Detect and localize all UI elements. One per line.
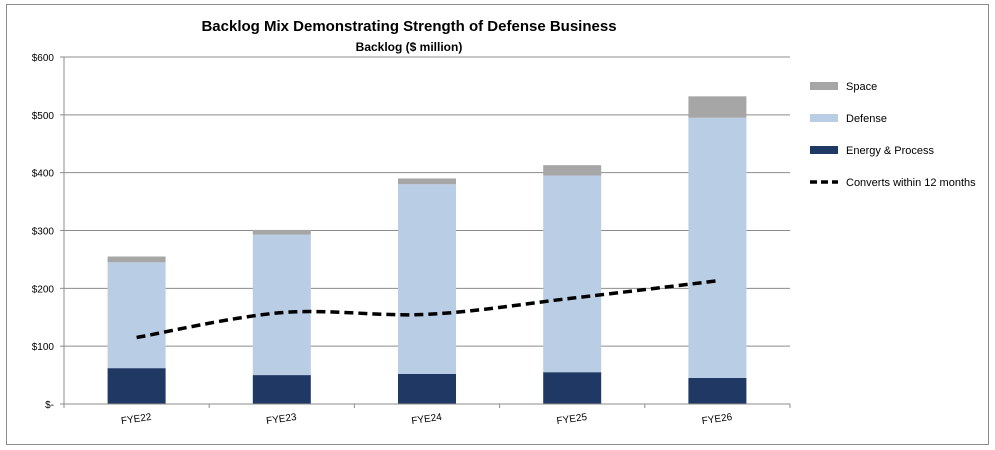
- bar-space: [543, 165, 602, 176]
- bar-energy-process: [398, 373, 456, 404]
- legend: Space Defense Energy & Process Converts wit…: [810, 81, 976, 189]
- bar-energy-process: [543, 372, 602, 404]
- legend-swatch-defense: [810, 114, 838, 122]
- x-tick-label: FYE25: [556, 412, 588, 427]
- bar-defense: [688, 117, 747, 378]
- y-tick-label: $-: [45, 400, 54, 411]
- bars: [107, 96, 747, 404]
- x-tick-label: FYE22: [120, 412, 152, 427]
- bar-energy-process: [688, 377, 747, 404]
- axes: $- $100 $200 $300 $400 $500 $600 FYE22 FYE23 FYE2…: [32, 53, 791, 427]
- y-tick-label: $500: [32, 111, 55, 122]
- legend-swatch-space: [810, 82, 838, 90]
- chart-title: Backlog Mix Demonstrating Strength of De…: [201, 18, 616, 35]
- bar-space: [252, 229, 311, 235]
- bar-defense: [107, 262, 166, 369]
- y-tick-label: $600: [32, 53, 55, 64]
- x-tick-label: FYE26: [701, 412, 733, 427]
- y-tick-label: $100: [32, 342, 55, 353]
- legend-label-space: Space: [846, 81, 877, 93]
- bar-defense: [543, 175, 602, 373]
- chart-frame: [6, 4, 989, 445]
- bar-space: [398, 178, 456, 185]
- y-tick-label: $200: [32, 284, 55, 295]
- bar-energy-process: [107, 368, 166, 404]
- legend-label-defense: Defense: [846, 113, 887, 125]
- legend-swatch-energy-process: [810, 146, 838, 154]
- x-tick-label: FYE23: [266, 412, 298, 427]
- bar-defense: [398, 184, 456, 374]
- bar-space: [688, 96, 747, 118]
- legend-label-energy-process: Energy & Process: [846, 145, 935, 157]
- bar-space: [107, 256, 166, 263]
- chart-subtitle: Backlog ($ million): [356, 40, 463, 54]
- bar-energy-process: [252, 375, 311, 404]
- bar-defense: [252, 234, 311, 376]
- y-tick-label: $400: [32, 169, 55, 180]
- y-tick-label: $300: [32, 227, 55, 238]
- legend-label-converts-within-12-months: Converts within 12 months: [846, 177, 976, 189]
- x-tick-label: FYE24: [411, 412, 443, 427]
